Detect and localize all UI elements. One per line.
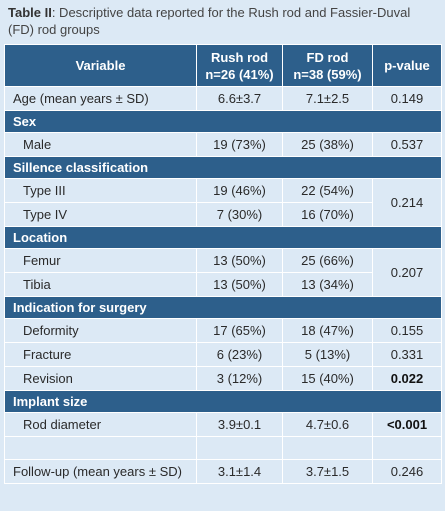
header-p-value: p-value [372,44,442,87]
p-value-significant: <0.001 [372,412,442,437]
rush-value: 6 (23%) [196,342,283,367]
row-label: Fracture [4,342,197,367]
rush-value: 3 (12%) [196,366,283,391]
table-row: Follow-up (mean years ± SD) 3.1±1.4 3.7±… [4,459,442,484]
table-row: Tibia 13 (50%) 13 (34%) [4,272,442,297]
fd-value: 5 (13%) [282,342,373,367]
table-caption-prefix: Table II [8,5,52,20]
fd-value: 16 (70%) [282,202,373,227]
rush-value: 19 (73%) [196,132,283,157]
section-header-sillence: Sillence classification [4,156,442,179]
table-row: Rod diameter 3.9±0.1 4.7±0.6 <0.001 [4,412,442,437]
fd-value: 22 (54%) [282,178,373,203]
row-label: Age (mean years ± SD) [4,86,197,111]
rush-value: 19 (46%) [196,178,283,203]
fd-value: 13 (34%) [282,272,373,297]
row-label: Type IV [4,202,197,227]
rush-value: 13 (50%) [196,248,283,273]
rush-value: 17 (65%) [196,318,283,343]
p-value: 0.246 [372,459,442,484]
blank-cell [4,436,197,460]
rush-value: 3.1±1.4 [196,459,283,484]
section-header-location: Location [4,226,442,249]
fd-value: 25 (38%) [282,132,373,157]
fd-value: 15 (40%) [282,366,373,391]
p-value: 0.155 [372,318,442,343]
row-label: Revision [4,366,197,391]
section-title: Sillence classification [4,156,442,179]
row-label: Type III [4,178,197,203]
blank-cell [372,436,442,460]
header-fd-rod: FD rod n=38 (59%) [282,44,373,87]
row-label: Male [4,132,197,157]
table-row: Fracture 6 (23%) 5 (13%) 0.331 [4,342,442,367]
table-row: Revision 3 (12%) 15 (40%) 0.022 [4,366,442,391]
blank-cell [196,436,283,460]
header-fd-rod-name: FD rod [306,49,349,65]
blank-row [4,436,442,460]
p-value: 0.149 [372,86,442,111]
fd-value: 7.1±2.5 [282,86,373,111]
p-value: 0.214 [372,178,442,227]
fd-value: 25 (66%) [282,248,373,273]
header-fd-rod-n: n=38 (59%) [293,66,362,82]
row-label: Follow-up (mean years ± SD) [4,459,197,484]
section-title: Indication for surgery [4,296,442,319]
table-row: Femur 13 (50%) 25 (66%) 0.207 [4,248,442,297]
row-label: Rod diameter [4,412,197,437]
p-value: 0.331 [372,342,442,367]
p-value: 0.207 [372,248,442,297]
row-label: Femur [4,248,197,273]
fd-value: 4.7±0.6 [282,412,373,437]
table-row: Deformity 17 (65%) 18 (47%) 0.155 [4,318,442,343]
rush-value: 6.6±3.7 [196,86,283,111]
table-caption: Table II: Descriptive data reported for … [8,4,438,38]
fd-value: 18 (47%) [282,318,373,343]
fd-value: 3.7±1.5 [282,459,373,484]
header-row: Variable Rush rod n=26 (41%) FD rod n=38 (… [4,44,442,87]
section-title: Location [4,226,442,249]
section-title: Implant size [4,390,442,413]
table-row: Type III 19 (46%) 22 (54%) 0.214 [4,178,442,227]
p-value-significant: 0.022 [372,366,442,391]
row-label: Deformity [4,318,197,343]
descriptive-data-table: Variable Rush rod n=26 (41%) FD rod n=38 (… [4,44,442,484]
blank-cell [282,436,373,460]
section-title: Sex [4,110,442,133]
table-caption-text: : Descriptive data reported for the Rush… [8,5,411,37]
section-header-implant: Implant size [4,390,442,413]
header-rush-rod-name: Rush rod [210,49,269,65]
section-header-indication: Indication for surgery [4,296,442,319]
row-label: Tibia [4,272,197,297]
header-rush-rod-n: n=26 (41%) [205,66,274,82]
header-variable: Variable [4,44,197,87]
table-row: Type IV 7 (30%) 16 (70%) [4,202,442,227]
p-value: 0.537 [372,132,442,157]
table-row: Male 19 (73%) 25 (38%) 0.537 [4,132,442,157]
rush-value: 13 (50%) [196,272,283,297]
rush-value: 3.9±0.1 [196,412,283,437]
table-row: Age (mean years ± SD) 6.6±3.7 7.1±2.5 0.… [4,86,442,111]
header-rush-rod: Rush rod n=26 (41%) [196,44,283,87]
section-header-sex: Sex [4,110,442,133]
rush-value: 7 (30%) [196,202,283,227]
